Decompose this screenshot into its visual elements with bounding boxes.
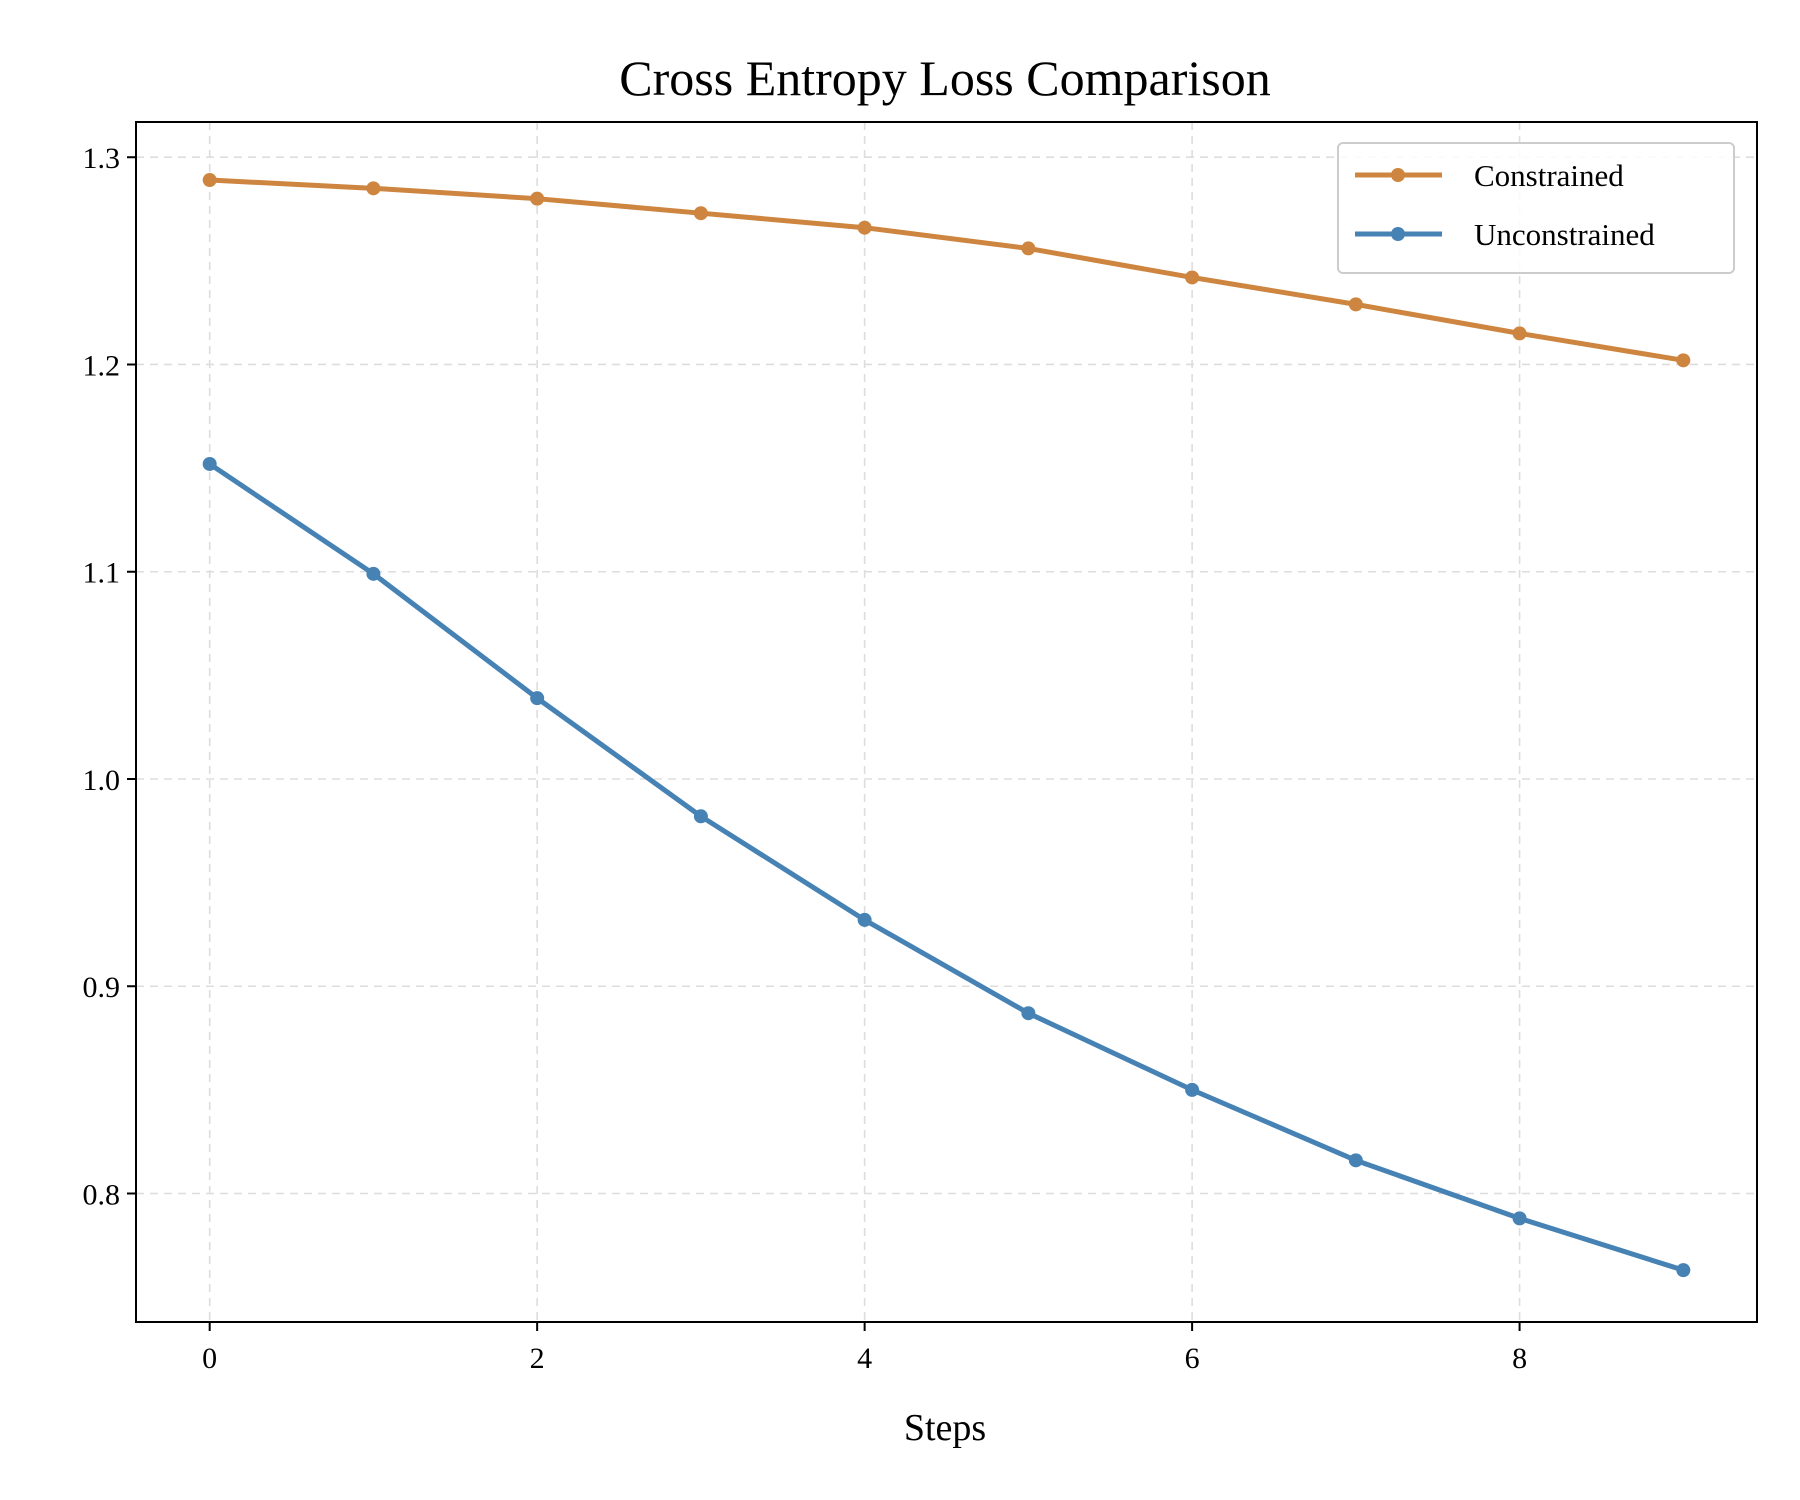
y-tick-label: 0.9 (83, 971, 121, 1004)
data-point-unconstrained (1676, 1263, 1691, 1278)
y-tick-label: 1.2 (83, 349, 121, 382)
legend: Constrained Unconstrained (1337, 142, 1735, 274)
y-tick-label: 1.3 (83, 142, 121, 175)
data-point-constrained (202, 173, 217, 188)
data-point-constrained (1185, 270, 1200, 285)
data-point-unconstrained (530, 691, 545, 706)
legend-label-constrained: Constrained (1474, 158, 1624, 193)
legend-label-unconstrained: Unconstrained (1474, 217, 1655, 252)
data-point-constrained (366, 181, 381, 196)
x-axis-label: Steps (904, 1407, 986, 1449)
x-tick-label: 8 (1512, 1342, 1527, 1375)
data-point-unconstrained (1348, 1153, 1363, 1168)
x-tick-label: 6 (1185, 1342, 1200, 1375)
data-point-constrained (530, 191, 545, 206)
axes-frame (135, 121, 1758, 1323)
series-layer (202, 173, 1691, 1278)
grid (136, 122, 1757, 1322)
legend-marker-unconstrained (1391, 227, 1405, 241)
x-tick-label: 2 (530, 1342, 545, 1375)
data-point-unconstrained (202, 456, 217, 471)
x-tick-label: 0 (202, 1342, 217, 1375)
data-point-unconstrained (1512, 1211, 1527, 1226)
data-point-constrained (1512, 326, 1527, 341)
series-line-unconstrained (207, 461, 1686, 1273)
y-tick-label: 0.8 (83, 1179, 121, 1212)
series-unconstrained (202, 456, 1691, 1278)
data-point-unconstrained (1185, 1082, 1200, 1097)
data-point-unconstrained (1021, 1006, 1036, 1021)
series-line-constrained (207, 177, 1686, 363)
data-point-unconstrained (366, 566, 381, 581)
ticks: 0 2 4 6 8 0.8 0.9 1.0 1.1 1.2 1.3 (83, 142, 1528, 1375)
data-point-constrained (1676, 353, 1691, 368)
data-point-constrained (1348, 297, 1363, 312)
data-point-constrained (1021, 241, 1036, 256)
y-tick-label: 1.1 (83, 557, 121, 590)
data-point-unconstrained (693, 809, 708, 824)
data-point-constrained (693, 206, 708, 221)
legend-marker-constrained (1391, 168, 1405, 182)
data-point-unconstrained (857, 912, 872, 927)
chart-title: Cross Entropy Loss Comparison (619, 50, 1270, 106)
x-tick-label: 4 (857, 1342, 872, 1375)
y-tick-label: 1.0 (83, 764, 121, 797)
series-constrained (202, 173, 1691, 368)
data-point-constrained (857, 220, 872, 235)
